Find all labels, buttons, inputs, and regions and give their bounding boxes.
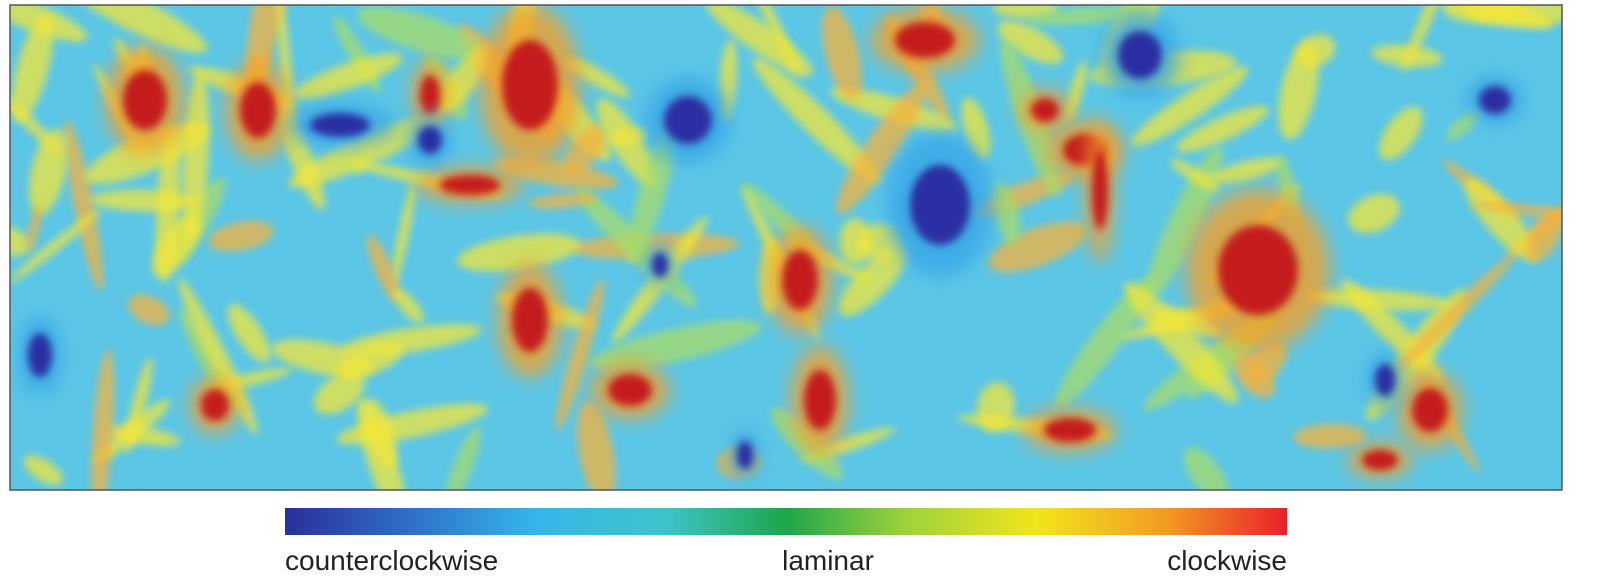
clockwise-vortex [502,40,558,130]
clockwise-vortex [201,389,229,421]
figure: counterclockwise laminar clockwise [0,0,1598,585]
counterclockwise-vortex [664,96,712,144]
clockwise-vortex [512,288,548,352]
colorbar-label: clockwise [1167,545,1287,576]
clockwise-vortex [1044,418,1096,442]
counterclockwise-vortex [737,441,753,469]
clockwise-vortex [123,70,167,130]
counterclockwise-vortex [1479,86,1511,114]
clockwise-vortex [895,22,955,58]
clockwise-vortex [1092,150,1108,230]
vorticity-field [0,0,1598,536]
clockwise-vortex [440,175,500,195]
page: html, body { margin: 0; padding: 0; back… [0,0,1598,585]
counterclockwise-vortex [652,253,668,277]
clockwise-vortex [608,374,652,406]
body: {"colorbar": {"labels": ["counterclockwi… [0,0,1598,585]
clockwise-vortex [1412,388,1448,432]
clockwise-vortex [1362,450,1398,470]
colorbar [285,508,1287,535]
clockwise-vortex [804,370,836,430]
counterclockwise-vortex [28,333,52,377]
clockwise-vortex [1031,98,1059,122]
clockwise-vortex [420,75,440,115]
colorbar-label: laminar [782,545,874,576]
counterclockwise-vortex [1118,31,1162,79]
counterclockwise-vortex [1375,364,1395,396]
counterclockwise-vortex [418,126,442,154]
colorbar-label: counterclockwise [285,545,498,576]
counterclockwise-vortex [310,113,370,137]
clockwise-vortex [1218,225,1298,315]
counterclockwise-vortex [910,165,970,245]
clockwise-vortex [782,250,818,310]
clockwise-vortex [240,82,276,138]
